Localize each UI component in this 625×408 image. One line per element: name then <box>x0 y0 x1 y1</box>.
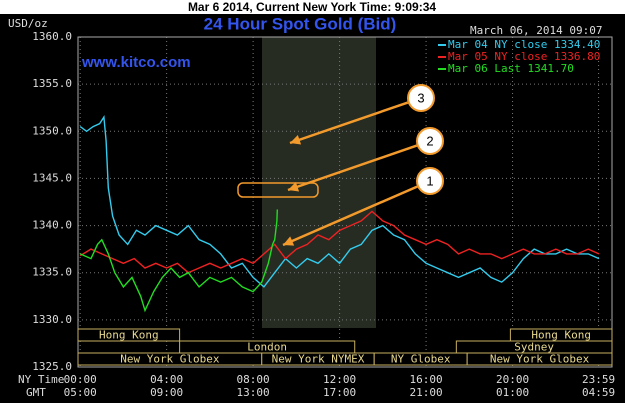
series-line <box>79 209 278 313</box>
session-label: Hong Kong <box>531 329 591 342</box>
annotation-arrowhead <box>288 182 300 192</box>
y-tick-label: 1345.0 <box>32 171 72 184</box>
annotation-arrowhead <box>290 135 302 145</box>
session-label: Hong Kong <box>99 329 159 342</box>
watermark: www.kitco.com <box>81 54 191 71</box>
x2-tick-label: 05:00 <box>64 386 97 399</box>
session-box <box>77 328 181 342</box>
session-label: Sydney <box>514 341 554 354</box>
highlight-box <box>237 182 319 198</box>
annotation-label: 1 <box>426 173 433 188</box>
x-tick-label: 16:00 <box>410 373 443 386</box>
session-label: NY Globex <box>391 353 451 366</box>
x2-tick-label: 21:00 <box>410 386 443 399</box>
annotation-label: 3 <box>417 90 424 105</box>
y-axis-label: USD/oz <box>8 17 48 30</box>
timestamp: March 06, 2014 09:07 <box>470 24 602 37</box>
y-tick-label: 1330.0 <box>32 313 72 326</box>
annotation-circle <box>416 167 444 195</box>
x2-tick-label: 01:00 <box>496 386 529 399</box>
annotation-circle <box>416 127 444 155</box>
y-tick-label: 1350.0 <box>32 124 72 137</box>
header: Mar 6 2014, Current New York Time: 9:09:… <box>188 0 436 14</box>
session-label: London <box>247 341 287 354</box>
annotation-arrowhead <box>283 236 295 246</box>
session-label: New York Globex <box>490 353 590 366</box>
legend-label: Mar 05 NY close 1336.80 <box>448 50 600 63</box>
x2-tick-label: 13:00 <box>237 386 270 399</box>
session-label: New York Globex <box>120 353 220 366</box>
annotation-arrow <box>282 185 418 247</box>
session-box <box>466 352 613 366</box>
x2-tick-label: 17:00 <box>323 386 356 399</box>
series-line <box>79 115 600 288</box>
y-tick-label: 1340.0 <box>32 219 72 232</box>
legend-label: Mar 04 NY close 1334.40 <box>448 38 600 51</box>
annotation-circle <box>407 84 435 112</box>
y-tick-label: 1360.0 <box>32 30 72 43</box>
x-tick-label: 08:00 <box>237 373 270 386</box>
annotation-arrow <box>287 144 418 192</box>
x-tick-label: 20:00 <box>496 373 529 386</box>
legend-label: Mar 06 Last 1341.70 <box>448 62 574 75</box>
x2-axis-label: GMT <box>26 386 46 399</box>
x2-tick-label: 04:59 <box>582 386 615 399</box>
series-line <box>79 210 600 274</box>
x-axis-label: NY Time <box>18 373 64 386</box>
x-tick-label: 23:59 <box>582 373 615 386</box>
y-tick-label: 1355.0 <box>32 77 72 90</box>
chart-title: 24 Hour Spot Gold (Bid) <box>204 14 397 33</box>
x-tick-label: 00:00 <box>64 373 97 386</box>
y-tick-label: 1325.0 <box>32 360 72 373</box>
plot-frame <box>77 36 613 368</box>
y-tick-label: 1335.0 <box>32 266 72 279</box>
x-tick-label: 04:00 <box>150 373 183 386</box>
x-tick-label: 12:00 <box>323 373 356 386</box>
x2-tick-label: 09:00 <box>150 386 183 399</box>
annotation-label: 2 <box>426 133 433 148</box>
session-label: New York NYMEX <box>272 353 365 366</box>
annotation-arrow <box>289 101 409 145</box>
